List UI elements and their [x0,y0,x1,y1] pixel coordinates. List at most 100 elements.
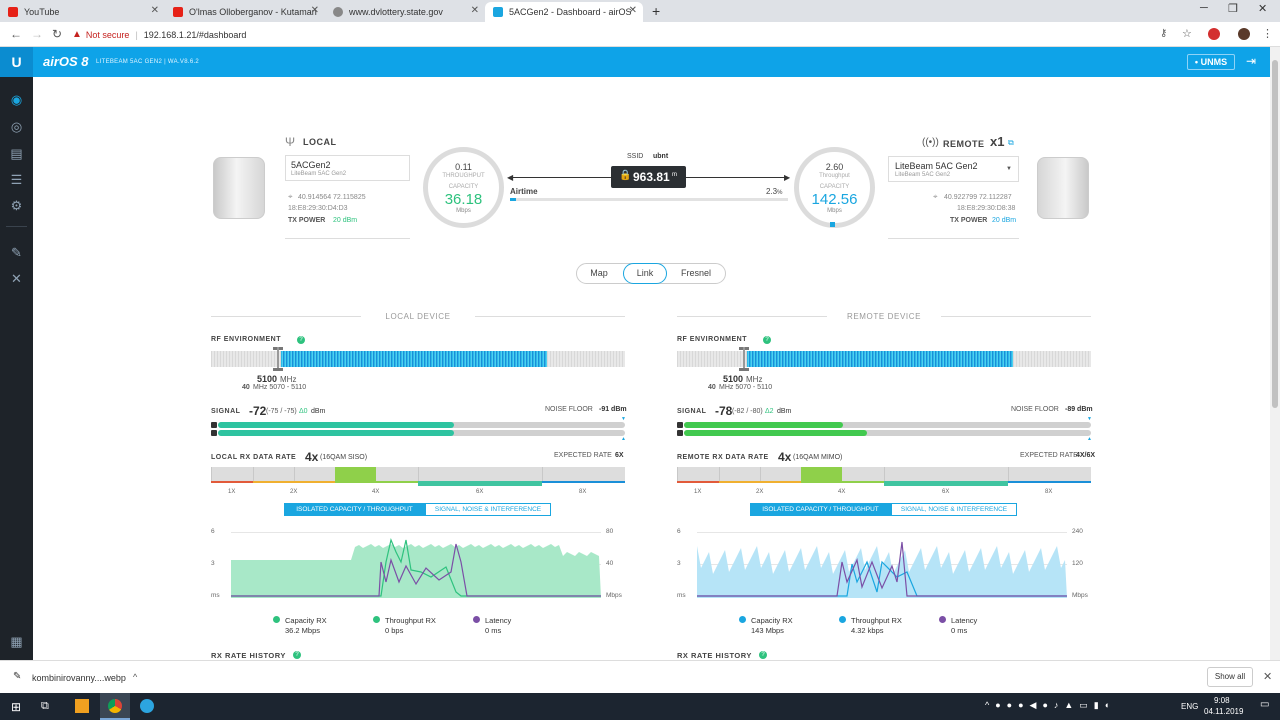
section-title: LOCAL DEVICE [361,312,475,321]
notification-icon[interactable]: ▭ [1260,699,1270,710]
wireless-icon[interactable]: ◎ [10,119,23,134]
logout-icon[interactable]: ⇥ [1246,54,1257,68]
profile-avatar[interactable] [1238,28,1250,40]
tools-icon[interactable]: ✕ [11,271,22,286]
y-axis-right-label: 80 [606,528,614,535]
rate-color-2x [253,481,335,483]
key-icon[interactable]: ⚷ [1160,28,1168,39]
telegram-icon[interactable] [140,699,154,713]
local-title: LOCAL [303,137,337,147]
external-link-icon[interactable]: ⧉ [1008,138,1014,147]
y-axis-right-label: Mbps [606,592,622,599]
frequency-range: MHz 5070 - 5110 [719,384,773,391]
remote-device-image [1037,157,1089,219]
unms-button[interactable]: • UNMS [1187,54,1235,70]
show-all-button[interactable]: Show all [1207,667,1253,687]
network-icon[interactable]: ▤ [10,146,23,161]
separator: | [135,29,138,40]
help-icon[interactable]: ? [297,336,305,344]
tab-link[interactable]: Link [623,263,667,284]
local-name-box[interactable]: 5ACGen2 LiteBeam 5AC Gen2 [285,155,410,181]
tab-song[interactable]: O'lmas Olloberganov - Kutaman ✕ [165,2,325,22]
tray-icons[interactable]: ^●●●◀●♪▲▭▮◐ [985,700,1117,710]
forward-icon[interactable]: → [31,27,43,41]
legend-marker [273,616,280,623]
unms-dot-icon: • [1194,57,1201,67]
dashboard-icon[interactable]: ◉ [10,92,23,107]
frequency-unit: MHz [746,375,763,384]
close-tab-icon[interactable]: ✕ [150,5,159,16]
clock-date[interactable]: 04.11.2019 [1204,707,1244,716]
task-view-icon[interactable]: ⧉ [41,700,49,712]
expected-rate-value: 4X/6X [1076,452,1096,459]
tab-signal-noise[interactable]: SIGNAL, NOISE & INTERFERENCE [425,503,551,516]
ssid-value: ubnt [653,153,669,160]
reload-icon[interactable]: ↻ [52,27,63,41]
y-axis-left-label: 6 [677,528,681,535]
expected-rate-value: 6X [615,452,624,459]
tab-signal-noise[interactable]: SIGNAL, NOISE & INTERFERENCE [891,503,1017,516]
url-field[interactable]: ▲ Not secure | 192.168.1.21/#dashboard [72,25,1202,44]
youtube-icon [8,7,18,17]
chain-icon [211,422,217,428]
close-icon[interactable]: ✕ [1263,671,1273,683]
maximize-icon[interactable]: ❐ [1228,3,1238,15]
legend-marker [939,616,946,623]
channel-marker-bottom [273,368,283,371]
remote-device-select[interactable]: LiteBeam 5AC Gen2 LiteBeam 5AC Gen2 ▼ [888,156,1019,182]
frequency-unit: MHz [280,375,297,384]
tab-fresnel[interactable]: Fresnel [680,268,711,278]
services-icon[interactable]: ☰ [10,172,23,187]
tab-dvlottery[interactable]: www.dvlottery.state.gov ✕ [325,2,485,22]
lock-icon: 🔒 [619,170,632,181]
new-tab-button[interactable]: + [652,3,661,19]
close-tab-icon[interactable]: ✕ [470,5,479,16]
windows-start-icon[interactable]: ⊞ [11,700,22,714]
star-icon[interactable]: ☆ [1182,28,1192,40]
close-tab-icon[interactable]: ✕ [310,5,319,16]
signal-bar-fill [218,422,454,428]
noise-marker-icon: ▲ [1087,436,1092,442]
scroll-thumb[interactable] [1272,60,1278,408]
download-filename[interactable]: kombinirovanny....webp [32,673,126,683]
channel-width: 40 [242,384,250,391]
rate-color-1x [677,481,719,483]
close-window-icon[interactable]: ✕ [1258,3,1268,15]
adblock-icon[interactable] [1208,28,1220,40]
help-icon[interactable]: ? [763,336,771,344]
rate-color-4x [335,481,418,483]
menu-icon[interactable]: ⋮ [1262,28,1273,40]
rate-tick-label: 6X [942,489,950,495]
system-icon[interactable]: ⚙ [10,198,23,213]
tab-capacity-throughput[interactable]: ISOLATED CAPACITY / THROUGHPUT [750,503,891,516]
minimize-icon[interactable]: ─ [1200,2,1208,14]
clock-time[interactable]: 9:08 [1214,696,1230,705]
chevron-up-icon[interactable]: ^ [133,672,138,682]
store-icon[interactable] [75,699,89,713]
tab-airos[interactable]: 5ACGen2 - Dashboard - airOS ✕ [485,2,643,22]
help-icon[interactable]: ? [293,651,301,659]
distance-badge: 🔒 963.81 m [611,166,686,188]
rate-color-4x [801,481,884,483]
wand-icon[interactable]: ✎ [11,245,22,260]
language-indicator[interactable]: ENG [1181,702,1199,711]
ubiquiti-logo-icon[interactable]: U [0,47,33,77]
tab-map[interactable]: Map [590,268,608,278]
rate-scale-divider [542,467,543,481]
tab-capacity-throughput[interactable]: ISOLATED CAPACITY / THROUGHPUT [284,503,425,516]
rate-scale-divider [719,467,720,481]
rate-scale-divider [294,467,295,481]
rate-tick-label: 6X [476,489,484,495]
legend-marker [839,616,846,623]
close-tab-icon[interactable]: ✕ [628,5,637,16]
rx-rate-mode: (16QAM MIMO) [793,454,843,461]
tab-youtube[interactable]: YouTube ✕ [0,2,165,22]
ssid-label: SSID [627,153,644,160]
y-axis-left-label: ms [211,592,220,599]
help-icon[interactable]: ? [759,651,767,659]
rate-scale-divider [253,467,254,481]
rate-color-8x [1008,481,1091,483]
channel-width: 40 [708,384,716,391]
notes-icon[interactable]: ▦ [10,634,23,649]
back-icon[interactable]: ← [10,27,22,41]
